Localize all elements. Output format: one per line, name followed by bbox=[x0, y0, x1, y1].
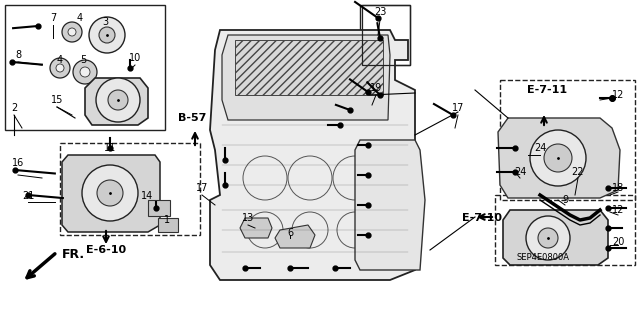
Text: 17: 17 bbox=[452, 103, 464, 113]
Circle shape bbox=[82, 165, 138, 221]
Text: 6: 6 bbox=[287, 228, 293, 238]
Circle shape bbox=[538, 228, 558, 248]
Polygon shape bbox=[240, 218, 272, 238]
Text: 24: 24 bbox=[534, 143, 546, 153]
Text: 14: 14 bbox=[141, 191, 153, 201]
Circle shape bbox=[526, 216, 570, 260]
Polygon shape bbox=[210, 30, 415, 280]
Text: FR.: FR. bbox=[62, 248, 85, 261]
Text: 18: 18 bbox=[612, 183, 624, 193]
Circle shape bbox=[80, 67, 90, 77]
Polygon shape bbox=[62, 155, 160, 232]
Circle shape bbox=[73, 60, 97, 84]
Text: 12: 12 bbox=[612, 90, 624, 100]
Circle shape bbox=[89, 17, 125, 53]
Text: 5: 5 bbox=[80, 55, 86, 65]
Text: 21: 21 bbox=[22, 191, 34, 201]
Text: E-7-10: E-7-10 bbox=[462, 213, 502, 223]
Text: 10: 10 bbox=[129, 53, 141, 63]
Text: 4: 4 bbox=[57, 55, 63, 65]
Text: 12: 12 bbox=[612, 205, 624, 215]
Circle shape bbox=[62, 22, 82, 42]
Text: E-7-11: E-7-11 bbox=[527, 85, 567, 95]
Bar bbox=[495, 195, 635, 265]
Bar bbox=[362, 5, 410, 65]
Text: 23: 23 bbox=[374, 7, 386, 17]
Text: 16: 16 bbox=[12, 158, 24, 168]
Polygon shape bbox=[355, 140, 425, 270]
Polygon shape bbox=[85, 78, 148, 125]
Polygon shape bbox=[275, 225, 315, 248]
Circle shape bbox=[50, 58, 70, 78]
Circle shape bbox=[108, 90, 128, 110]
Circle shape bbox=[544, 144, 572, 172]
Text: 22: 22 bbox=[572, 167, 584, 177]
Text: 8: 8 bbox=[15, 50, 21, 60]
Text: 20: 20 bbox=[612, 237, 624, 247]
Circle shape bbox=[530, 130, 586, 186]
Bar bbox=[360, 5, 410, 65]
Polygon shape bbox=[222, 35, 390, 120]
Circle shape bbox=[68, 28, 76, 36]
Text: 1: 1 bbox=[164, 215, 170, 225]
Circle shape bbox=[96, 78, 140, 122]
Text: 15: 15 bbox=[51, 95, 63, 105]
Text: 9: 9 bbox=[562, 195, 568, 205]
Text: 17: 17 bbox=[196, 183, 208, 193]
Text: 3: 3 bbox=[102, 17, 108, 27]
Circle shape bbox=[99, 27, 115, 43]
Bar bbox=[158, 218, 178, 232]
Bar bbox=[148, 200, 170, 216]
Polygon shape bbox=[503, 210, 608, 265]
Bar bbox=[5, 5, 165, 130]
Text: E-6-10: E-6-10 bbox=[86, 245, 126, 255]
Text: 13: 13 bbox=[242, 213, 254, 223]
Bar bbox=[235, 40, 383, 95]
Text: B-57: B-57 bbox=[178, 113, 206, 123]
Circle shape bbox=[56, 64, 64, 72]
Text: 24: 24 bbox=[514, 167, 526, 177]
Circle shape bbox=[97, 180, 123, 206]
Bar bbox=[60, 143, 200, 235]
Polygon shape bbox=[498, 118, 620, 198]
Bar bbox=[500, 80, 635, 200]
Text: 7: 7 bbox=[50, 13, 56, 23]
Text: 2: 2 bbox=[11, 103, 17, 113]
Text: SEP4E0800A: SEP4E0800A bbox=[516, 254, 570, 263]
Text: 11: 11 bbox=[104, 143, 116, 153]
Text: 19: 19 bbox=[370, 83, 382, 93]
Text: 4: 4 bbox=[77, 13, 83, 23]
